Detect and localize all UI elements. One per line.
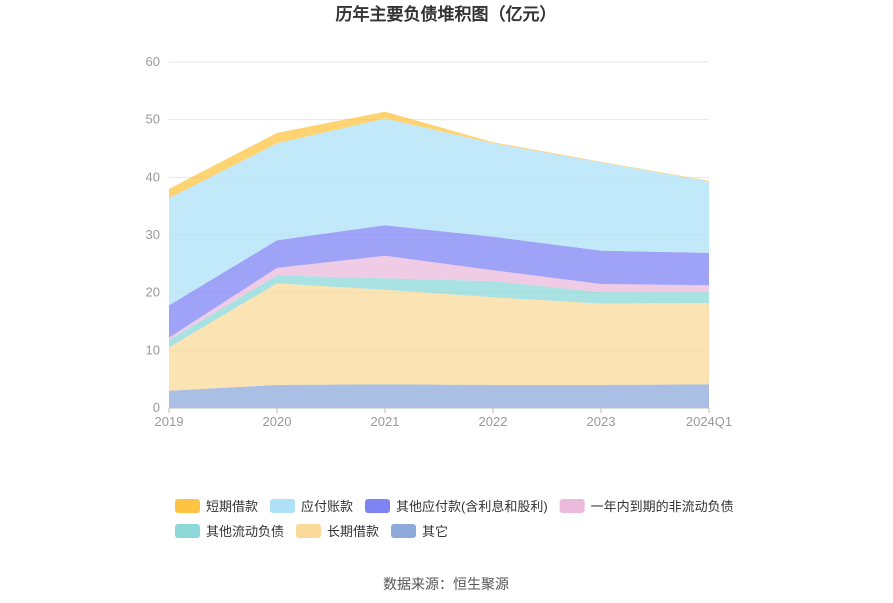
legend-label: 应付账款 xyxy=(301,499,353,514)
area-series xyxy=(169,255,709,340)
y-tick-label: 40 xyxy=(146,169,160,184)
chart-title: 历年主要负债堆积图（亿元） xyxy=(336,4,557,24)
x-tick-label: 2021 xyxy=(371,414,400,429)
area-series-layer xyxy=(169,111,709,408)
legend-swatch xyxy=(270,499,296,513)
y-tick-label: 0 xyxy=(153,400,160,415)
area-series xyxy=(169,118,709,306)
legend-label: 短期借款 xyxy=(206,499,258,514)
x-tick-label: 2023 xyxy=(587,414,616,429)
y-tick-label: 30 xyxy=(146,227,160,242)
y-tick-label: 60 xyxy=(146,54,160,69)
area-series xyxy=(169,225,709,338)
area-series xyxy=(169,283,709,391)
y-tick-label: 50 xyxy=(146,112,160,127)
data-source-label: 数据来源：恒生聚源 xyxy=(383,576,509,592)
legend-label: 其他应付款(含利息和股利) xyxy=(396,499,548,514)
legend-label: 其他流动负债 xyxy=(206,524,284,539)
legend-label: 一年内到期的非流动负债 xyxy=(591,499,734,514)
x-tick-label: 2024Q1 xyxy=(686,414,732,429)
x-tick-label: 2020 xyxy=(263,414,292,429)
legend-swatch xyxy=(175,499,200,513)
legend-swatch xyxy=(365,499,391,513)
legend-swatch xyxy=(391,524,417,538)
axes: 0 10 20 30 40 50 60 2019 2020 2021 2022 2023 2024Q1 xyxy=(146,54,733,429)
y-tick-label: 10 xyxy=(146,342,160,357)
area-series xyxy=(169,111,709,199)
legend-swatch xyxy=(175,524,200,538)
legend-label: 其它 xyxy=(422,524,448,539)
area-series xyxy=(169,384,709,408)
x-tick-label: 2019 xyxy=(155,414,184,429)
legend-swatch xyxy=(296,524,322,538)
x-tick-label: 2022 xyxy=(479,414,508,429)
legend-swatch xyxy=(559,499,585,513)
area-series xyxy=(169,275,709,348)
y-tick-label: 20 xyxy=(146,285,160,300)
legend-label: 长期借款 xyxy=(327,524,379,539)
